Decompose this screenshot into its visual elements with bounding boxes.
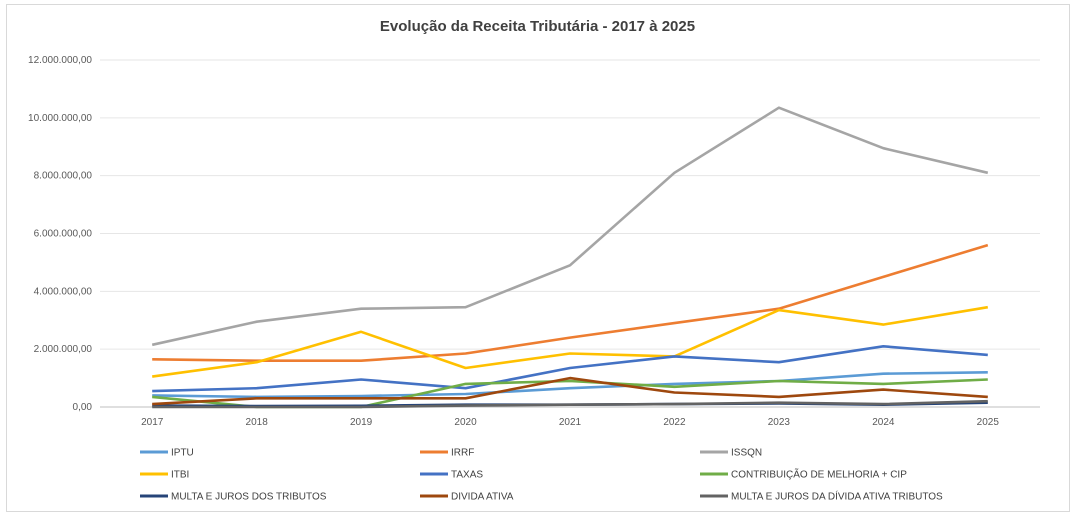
legend-label: ISSQN bbox=[731, 448, 762, 459]
y-tick-label: 12.000.000,00 bbox=[28, 55, 92, 66]
series-line bbox=[152, 344, 988, 393]
x-tick-label: 2017 bbox=[141, 417, 164, 428]
x-tick-label: 2020 bbox=[454, 417, 477, 428]
y-tick-label: 8.000.000,00 bbox=[34, 171, 93, 182]
legend: IPTU IRRF ISSQN ITBI TAXAS CONTRIBUIÇÃO DE ME… bbox=[140, 448, 943, 503]
series-line bbox=[152, 243, 989, 363]
legend-label: IPTU bbox=[171, 448, 194, 459]
x-tick-label: 2019 bbox=[350, 417, 373, 428]
legend-label: IRRF bbox=[451, 448, 474, 459]
y-tick-label: 6.000.000,00 bbox=[34, 229, 93, 240]
chart-frame bbox=[6, 4, 1070, 512]
x-tick-label: 2018 bbox=[246, 417, 269, 428]
y-tick-label: 0,00 bbox=[73, 402, 93, 413]
x-axis-ticks: 2017 2018 2019 2020 2021 2022 2023 2024 2025 bbox=[141, 417, 999, 428]
legend-label: TAXAS bbox=[451, 470, 483, 481]
x-tick-label: 2024 bbox=[872, 417, 895, 428]
series-line bbox=[152, 371, 988, 399]
series-lines bbox=[151, 106, 989, 409]
gridlines bbox=[100, 59, 1040, 408]
y-tick-label: 2.000.000,00 bbox=[34, 344, 93, 355]
legend-label: DIVIDA ATIVA bbox=[451, 492, 514, 503]
series-line bbox=[152, 305, 989, 378]
series-line bbox=[152, 376, 988, 406]
x-tick-label: 2025 bbox=[977, 417, 1000, 428]
legend-label: MULTA E JUROS DA DÍVIDA ATIVA TRIBUTOS bbox=[731, 490, 943, 503]
series-line bbox=[152, 399, 988, 409]
y-tick-label: 10.000.000,00 bbox=[28, 113, 92, 124]
legend-label: CONTRIBUIÇÃO DE MELHORIA + CIP bbox=[731, 468, 907, 481]
legend-label: ITBI bbox=[171, 470, 189, 481]
x-tick-label: 2023 bbox=[768, 417, 791, 428]
series-line bbox=[151, 106, 989, 347]
chart-title: Evolução da Receita Tributária - 2017 à … bbox=[379, 18, 696, 35]
y-tick-label: 4.000.000,00 bbox=[34, 286, 93, 297]
y-axis-ticks: 0,00 2.000.000,00 4.000.000,00 6.000.000,00… bbox=[28, 55, 92, 413]
x-tick-label: 2021 bbox=[559, 417, 582, 428]
legend-label: MULTA E JUROS DOS TRIBUTOS bbox=[171, 492, 327, 503]
x-tick-label: 2022 bbox=[663, 417, 686, 428]
